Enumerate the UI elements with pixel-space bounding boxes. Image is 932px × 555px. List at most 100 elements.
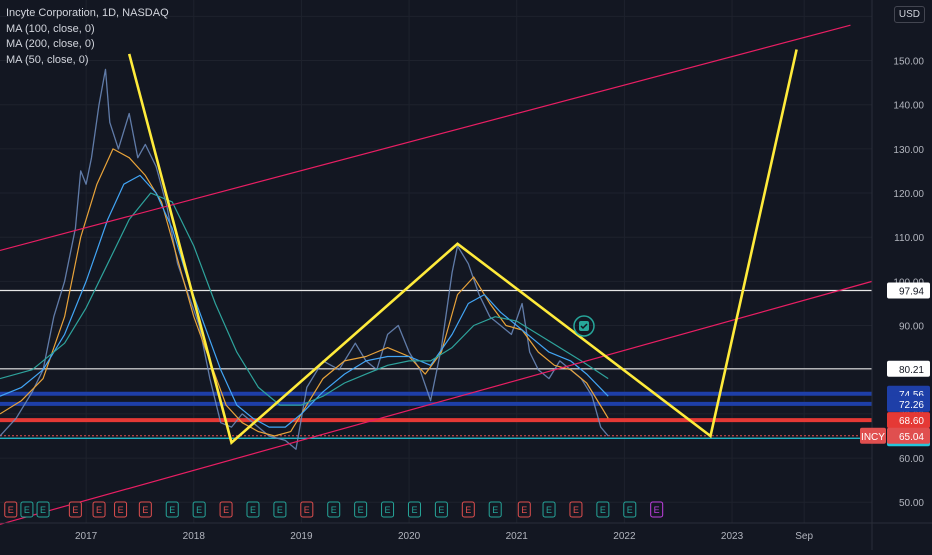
earnings-badge[interactable] xyxy=(246,501,260,518)
earnings-marker[interactable]: E xyxy=(219,501,233,518)
level-price-tag[interactable] xyxy=(887,412,930,429)
earnings-badge[interactable] xyxy=(273,501,287,518)
ma-100-label[interactable]: MA (100, close, 0) xyxy=(6,22,95,35)
earnings-marker[interactable]: E xyxy=(381,501,395,518)
earnings-badge[interactable] xyxy=(434,501,448,518)
level-price-label: 74.56 xyxy=(899,390,924,401)
earnings-marker[interactable]: E xyxy=(407,501,421,518)
earnings-badge[interactable] xyxy=(68,501,82,518)
earnings-marker[interactable]: E xyxy=(488,501,502,518)
price-axis[interactable] xyxy=(872,0,932,550)
earnings-badge[interactable] xyxy=(92,501,106,518)
earnings-badge[interactable] xyxy=(4,501,18,518)
currency-button[interactable]: USD xyxy=(893,6,925,23)
level-price-tag[interactable] xyxy=(887,360,930,377)
x-tick-label: 2023 xyxy=(721,531,744,542)
earnings-badge[interactable] xyxy=(517,501,531,518)
earnings-letter: E xyxy=(118,505,124,515)
earnings-letter: E xyxy=(277,505,283,515)
y-tick-label: 130.00 xyxy=(893,145,924,156)
earnings-marker[interactable]: E xyxy=(165,501,179,518)
trend-channel-line[interactable] xyxy=(0,280,873,525)
earnings-badge[interactable] xyxy=(381,501,395,518)
earnings-marker[interactable]: E xyxy=(68,501,82,518)
earnings-marker[interactable]: E xyxy=(434,501,448,518)
earnings-marker[interactable]: E xyxy=(542,501,556,518)
y-tick-label: 140.00 xyxy=(893,101,924,112)
earnings-letter: E xyxy=(142,505,148,515)
earnings-badge[interactable] xyxy=(192,501,206,518)
earnings-marker[interactable]: E xyxy=(246,501,260,518)
earnings-badge[interactable] xyxy=(461,501,475,518)
level-price-tag[interactable] xyxy=(887,282,930,299)
annotation-path xyxy=(127,49,798,445)
earnings-marker[interactable]: E xyxy=(517,501,531,518)
earnings-letter: E xyxy=(465,505,471,515)
earnings-marker[interactable]: E xyxy=(273,501,287,518)
earnings-letter: E xyxy=(573,505,579,515)
symbol-title[interactable]: Incyte Corporation, 1D, NASDAQ xyxy=(6,7,169,19)
earnings-marker[interactable]: E xyxy=(623,501,637,518)
y-tick-label: 90.00 xyxy=(899,322,924,333)
earnings-letter: E xyxy=(8,505,14,515)
earnings-marker[interactable]: E xyxy=(596,501,610,518)
earnings-marker[interactable]: E xyxy=(354,501,368,518)
earnings-badge[interactable] xyxy=(354,501,368,518)
earnings-letter: E xyxy=(627,505,633,515)
earnings-badge[interactable] xyxy=(596,501,610,518)
earnings-badge[interactable] xyxy=(327,501,341,518)
symbol-tag[interactable] xyxy=(860,427,886,444)
earnings-letter: E xyxy=(331,505,337,515)
ma-200-label[interactable]: MA (200, close, 0) xyxy=(6,38,95,50)
x-tick-label: 2020 xyxy=(398,531,421,542)
trend-channel-line[interactable] xyxy=(0,24,851,252)
earnings-marker[interactable]: E xyxy=(114,501,128,518)
earnings-marker[interactable]: E xyxy=(327,501,341,518)
chart-legend: Incyte Corporation, 1D, NASDAQ MA (100, … xyxy=(6,6,169,68)
earnings-marker[interactable]: E xyxy=(20,501,34,518)
earnings-letter: E xyxy=(196,505,202,515)
earnings-badge[interactable] xyxy=(300,501,314,518)
earnings-marker[interactable]: E xyxy=(300,501,314,518)
earnings-letter: E xyxy=(169,505,175,515)
earnings-marker[interactable]: E xyxy=(4,501,18,518)
earnings-letter: E xyxy=(521,505,527,515)
earnings-badge[interactable] xyxy=(219,501,233,518)
earnings-badge[interactable] xyxy=(569,501,583,518)
earnings-marker[interactable]: E xyxy=(461,501,475,518)
moving-average-line[interactable] xyxy=(0,192,609,406)
earnings-marker[interactable]: E xyxy=(92,501,106,518)
earnings-letter: E xyxy=(438,505,444,515)
earnings-marker[interactable]: E xyxy=(36,501,50,518)
earnings-badge[interactable] xyxy=(407,501,421,518)
earnings-badge[interactable] xyxy=(488,501,502,518)
earnings-marker[interactable]: E xyxy=(138,501,152,518)
earnings-letter: E xyxy=(96,505,102,515)
earnings-letter: E xyxy=(40,505,46,515)
y-tick-label: 50.00 xyxy=(899,498,924,509)
x-tick-label: 2021 xyxy=(506,531,529,542)
earnings-marker[interactable]: E xyxy=(569,501,583,518)
ma-50-label[interactable]: MA (50, close, 0) xyxy=(6,53,89,66)
y-tick-label: 150.00 xyxy=(893,57,924,68)
level-price-tag[interactable] xyxy=(887,395,930,412)
earnings-letter: E xyxy=(72,505,78,515)
earnings-marker[interactable]: E xyxy=(650,501,664,518)
symbol-label: INCY xyxy=(861,432,885,443)
earnings-badge[interactable] xyxy=(114,501,128,518)
earnings-badge[interactable] xyxy=(650,501,664,518)
last-price-tag[interactable] xyxy=(887,427,930,444)
earnings-badge[interactable] xyxy=(138,501,152,518)
earnings-badge[interactable] xyxy=(542,501,556,518)
earnings-badge[interactable] xyxy=(623,501,637,518)
check-marker[interactable] xyxy=(573,315,595,337)
earnings-letter: E xyxy=(24,505,30,515)
projection-path[interactable] xyxy=(127,49,798,445)
earnings-marker[interactable]: E xyxy=(192,501,206,518)
y-tick-label: 110.00 xyxy=(894,233,924,244)
earnings-badge[interactable] xyxy=(36,501,50,518)
earnings-badge[interactable] xyxy=(20,501,34,518)
earnings-badge[interactable] xyxy=(165,501,179,518)
